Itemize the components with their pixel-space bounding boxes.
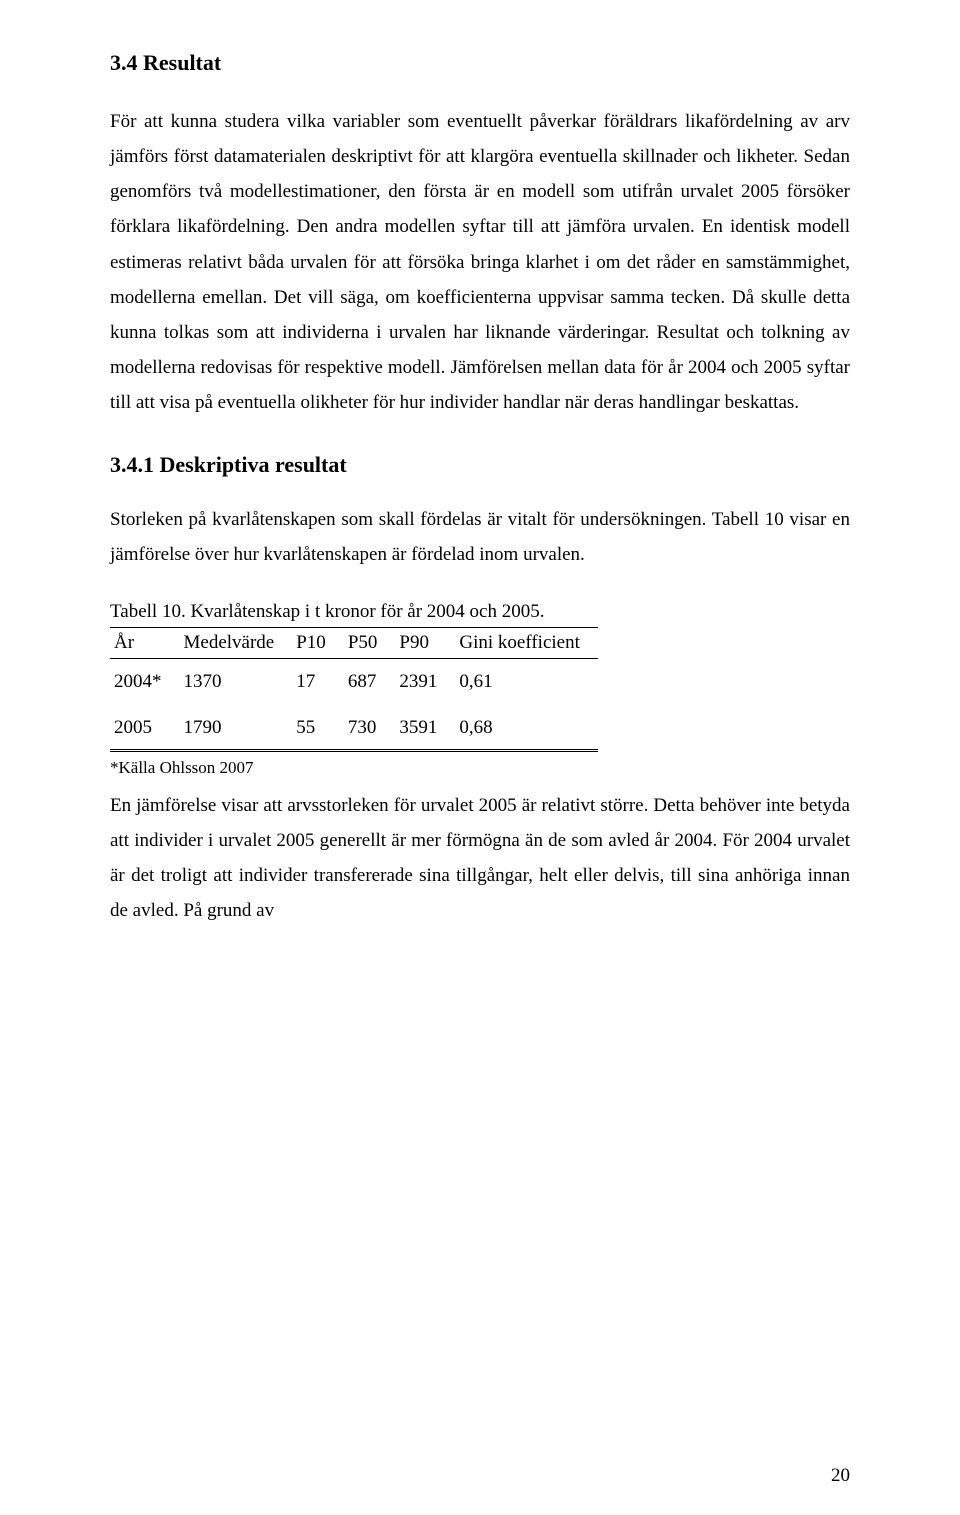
table-cell: 3591 [395, 705, 455, 751]
table-cell: 1370 [180, 658, 293, 705]
data-table: År Medelvärde P10 P50 P90 Gini koefficie… [110, 627, 598, 752]
table-header-cell: Medelvärde [180, 627, 293, 658]
table-caption: Tabell 10. Kvarlåtenskap i t kronor för … [110, 601, 850, 623]
table-wrap: År Medelvärde P10 P50 P90 Gini koefficie… [110, 627, 850, 752]
table-header-cell: P50 [344, 627, 396, 658]
closing-paragraph: En jämförelse visar att arvsstorleken fö… [110, 788, 850, 929]
subsection-paragraph: Storleken på kvarlåtenskapen som skall f… [110, 502, 850, 572]
table-cell: 2005 [110, 705, 180, 751]
table-header-cell: P10 [292, 627, 344, 658]
page-number: 20 [831, 1465, 850, 1487]
table-cell: 17 [292, 658, 344, 705]
table-row: 2004* 1370 17 687 2391 0,61 [110, 658, 598, 705]
section-heading: 3.4 Resultat [110, 50, 850, 76]
table-cell: 2004* [110, 658, 180, 705]
table-row: 2005 1790 55 730 3591 0,68 [110, 705, 598, 751]
table-cell: 55 [292, 705, 344, 751]
table-cell: 0,61 [455, 658, 597, 705]
page: 3.4 Resultat För att kunna studera vilka… [0, 0, 960, 1515]
table-cell: 687 [344, 658, 396, 705]
section-paragraph: För att kunna studera vilka variabler so… [110, 104, 850, 420]
subsection-heading: 3.4.1 Deskriptiva resultat [110, 452, 850, 478]
table-header-cell: År [110, 627, 180, 658]
table-note: *Källa Ohlsson 2007 [110, 758, 850, 778]
table-cell: 0,68 [455, 705, 597, 751]
table-header-cell: P90 [395, 627, 455, 658]
table-header-row: År Medelvärde P10 P50 P90 Gini koefficie… [110, 627, 598, 658]
table-cell: 730 [344, 705, 396, 751]
table-cell: 1790 [180, 705, 293, 751]
table-header-cell: Gini koefficient [455, 627, 597, 658]
table-cell: 2391 [395, 658, 455, 705]
